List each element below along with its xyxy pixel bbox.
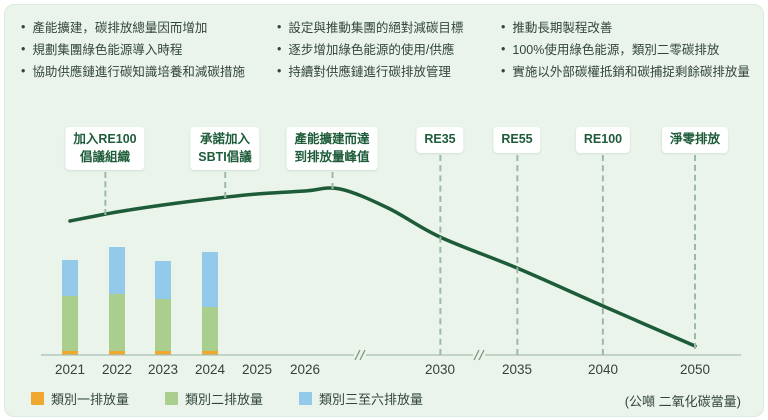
milestone-connector-line xyxy=(516,154,518,355)
bullet-item: • 逐步增加綠色能源的使用/供應 xyxy=(277,41,499,60)
milestone-connector-line xyxy=(439,154,441,355)
unit-label: (公噸 二氧化碳當量) xyxy=(624,394,741,409)
bullet-text: 產能擴建，碳排放總量因而增加 xyxy=(32,21,208,35)
axis-break-icon xyxy=(354,349,361,361)
legend-label: 類別一排放量 xyxy=(51,392,130,407)
milestone-connector-line xyxy=(693,154,696,349)
bullet-item: • 產能擴建，碳排放總量因而增加 xyxy=(21,19,267,38)
bullet-item: • 協助供應鏈進行碳知識培養和減碳措施 xyxy=(21,63,267,82)
bullet-column-1: • 產能擴建，碳排放總量因而增加 • 規劃集團綠色能源導入時程 • 協助供應鏈進行碳知識培… xyxy=(21,19,267,84)
bar-segment-2021-s1 xyxy=(62,351,78,355)
milestone-connector-line xyxy=(223,172,226,198)
x-tick-label-2050: 2050 xyxy=(680,362,710,377)
bullet-item: • 100%使用綠色能源，類別二零碳排放 xyxy=(501,41,755,60)
x-tick-label-2040: 2040 xyxy=(588,362,618,377)
milestone-2: 承諾加入 SBTI倡議 xyxy=(190,127,260,198)
legend: 類別一排放量 類別二排放量 類別三至六排放量 xyxy=(31,389,423,408)
milestone-label: 淨零排放 xyxy=(661,127,729,153)
x-tick-label-2023: 2023 xyxy=(148,362,178,377)
bullet-item: • 推動長期製程改善 xyxy=(501,19,755,38)
bullet-item: • 持續對供應鏈進行碳排放管理 xyxy=(277,63,499,82)
milestone-label: 產能擴建而達 到排放量峰值 xyxy=(286,127,378,170)
bar-segment-2023-s2 xyxy=(155,299,171,351)
milestone-4: RE35 xyxy=(416,127,464,355)
x-tick-label-2035: 2035 xyxy=(502,362,532,377)
x-tick-label-2026: 2026 xyxy=(290,362,320,377)
bar-segment-2024-s1 xyxy=(202,351,218,355)
bullet-text: 逐步增加綠色能源的使用/供應 xyxy=(288,42,455,57)
milestone-label: RE55 xyxy=(493,127,541,153)
bullet-text: 設定與推動集團的絕對減碳目標 xyxy=(288,21,464,35)
legend-swatch-icon xyxy=(165,392,179,405)
milestone-label: 加入RE100 倡議組織 xyxy=(65,127,145,170)
bar-segment-2021-s2 xyxy=(62,296,78,351)
x-tick-label-2024: 2024 xyxy=(195,362,226,377)
milestone-label: 承諾加入 SBTI倡議 xyxy=(190,127,260,170)
milestone-connector-line xyxy=(330,172,333,189)
bullet-icon: • xyxy=(501,20,506,34)
bar-segment-2021-s3 xyxy=(62,260,78,296)
bullet-icon: • xyxy=(501,41,506,56)
bar-segment-2022-s1 xyxy=(109,351,125,355)
x-tick-label-2022: 2022 xyxy=(102,362,132,377)
legend-item-3: 類別三至六排放量 xyxy=(299,389,423,408)
bar-segment-2024-s2 xyxy=(202,307,218,351)
milestone-7: 淨零排放 xyxy=(661,127,729,349)
legend-swatch-icon xyxy=(31,392,44,405)
emission-trend-curve xyxy=(68,186,697,348)
x-tick-label-2025: 2025 xyxy=(242,362,272,377)
bullet-item: • 規劃集團綠色能源導入時程 xyxy=(21,41,267,60)
milestone-connector-line xyxy=(601,154,604,355)
bullet-icon: • xyxy=(277,20,282,34)
bullet-icon: • xyxy=(21,41,26,56)
roadmap-panel: • 產能擴建，碳排放總量因而增加 • 規劃集團綠色能源導入時程 • 協助供應鏈進行碳知識培… xyxy=(4,4,764,417)
axis-break-gap xyxy=(354,349,366,361)
bullet-icon: • xyxy=(21,63,26,78)
axis-break-icon xyxy=(359,349,366,361)
bar-segment-2023-s3 xyxy=(155,261,171,299)
bullet-text: 100%使用綠色能源，類別二零碳排放 xyxy=(512,42,720,57)
milestone-3: 產能擴建而達 到排放量峰值 xyxy=(286,127,378,189)
bullet-text: 協助供應鏈進行碳知識培養和減碳措施 xyxy=(32,64,245,79)
milestone-connector-line xyxy=(103,172,106,215)
bullet-icon: • xyxy=(277,41,282,56)
milestone-label: RE35 xyxy=(416,127,464,153)
axis-break-gap xyxy=(473,349,485,361)
bullet-icon: • xyxy=(21,20,26,34)
bullet-icon: • xyxy=(277,63,282,78)
x-tick-label-2021: 2021 xyxy=(55,362,85,377)
bullet-text: 持續對供應鏈進行碳排放管理 xyxy=(288,64,451,79)
bullet-icon: • xyxy=(501,63,506,78)
bar-segment-2022-s2 xyxy=(109,294,125,351)
bullet-text: 規劃集團綠色能源導入時程 xyxy=(32,42,183,57)
legend-item-2: 類別二排放量 xyxy=(165,389,263,408)
x-tick-label-2030: 2030 xyxy=(425,362,455,377)
bar-segment-2022-s3 xyxy=(109,247,125,294)
axis-break-icon xyxy=(478,349,485,361)
bullet-text: 推動長期製程改善 xyxy=(512,21,613,35)
milestone-6: RE100 xyxy=(575,127,631,355)
legend-label: 類別三至六排放量 xyxy=(319,392,424,407)
bar-segment-2024-s3 xyxy=(202,252,218,307)
legend-label: 類別二排放量 xyxy=(185,392,264,407)
bullet-column-3: • 推動長期製程改善 • 100%使用綠色能源，類別二零碳排放 • 實施以外部碳權抵銷和碳… xyxy=(501,19,755,84)
bullet-columns: • 產能擴建，碳排放總量因而增加 • 規劃集團綠色能源導入時程 • 協助供應鏈進行碳知識培… xyxy=(5,19,763,119)
milestone-label: RE100 xyxy=(575,127,631,153)
bullet-item: • 設定與推動集團的絕對減碳目標 xyxy=(277,19,499,38)
bullet-text: 實施以外部碳權抵銷和碳捕捉剩餘碳排放量 xyxy=(512,64,750,79)
legend-swatch-icon xyxy=(299,392,313,405)
milestone-5: RE55 xyxy=(493,127,541,355)
milestone-1: 加入RE100 倡議組織 xyxy=(65,127,145,215)
bullet-column-2: • 設定與推動集團的絕對減碳目標 • 逐步增加綠色能源的使用/供應 • 持續對供應鏈進行碳… xyxy=(277,19,499,84)
bar-segment-2023-s1 xyxy=(155,351,171,355)
axis-break-icon xyxy=(473,349,480,361)
bullet-item: • 實施以外部碳權抵銷和碳捕捉剩餘碳排放量 xyxy=(501,63,755,82)
legend-item-1: 類別一排放量 xyxy=(31,389,129,408)
